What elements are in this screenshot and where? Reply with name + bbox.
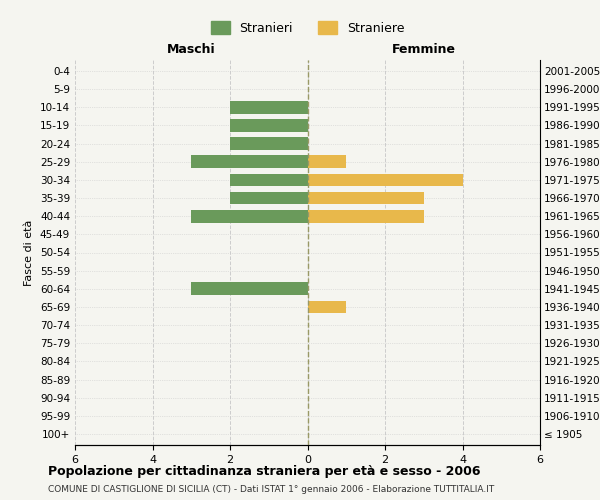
Bar: [230, 119, 308, 132]
Bar: [308, 192, 424, 204]
Text: Maschi: Maschi: [167, 43, 215, 56]
Bar: [230, 174, 308, 186]
Y-axis label: Fasce di età: Fasce di età: [25, 220, 34, 286]
Text: Femmine: Femmine: [392, 43, 456, 56]
Bar: [230, 137, 308, 150]
Bar: [230, 101, 308, 114]
Bar: [191, 156, 308, 168]
Bar: [308, 174, 463, 186]
Bar: [191, 282, 308, 295]
Text: Popolazione per cittadinanza straniera per età e sesso - 2006: Popolazione per cittadinanza straniera p…: [48, 465, 481, 478]
Bar: [308, 210, 424, 222]
Bar: [308, 156, 346, 168]
Bar: [230, 192, 308, 204]
Legend: Stranieri, Straniere: Stranieri, Straniere: [206, 16, 409, 40]
Text: COMUNE DI CASTIGLIONE DI SICILIA (CT) - Dati ISTAT 1° gennaio 2006 - Elaborazion: COMUNE DI CASTIGLIONE DI SICILIA (CT) - …: [48, 485, 494, 494]
Bar: [191, 210, 308, 222]
Bar: [308, 300, 346, 314]
